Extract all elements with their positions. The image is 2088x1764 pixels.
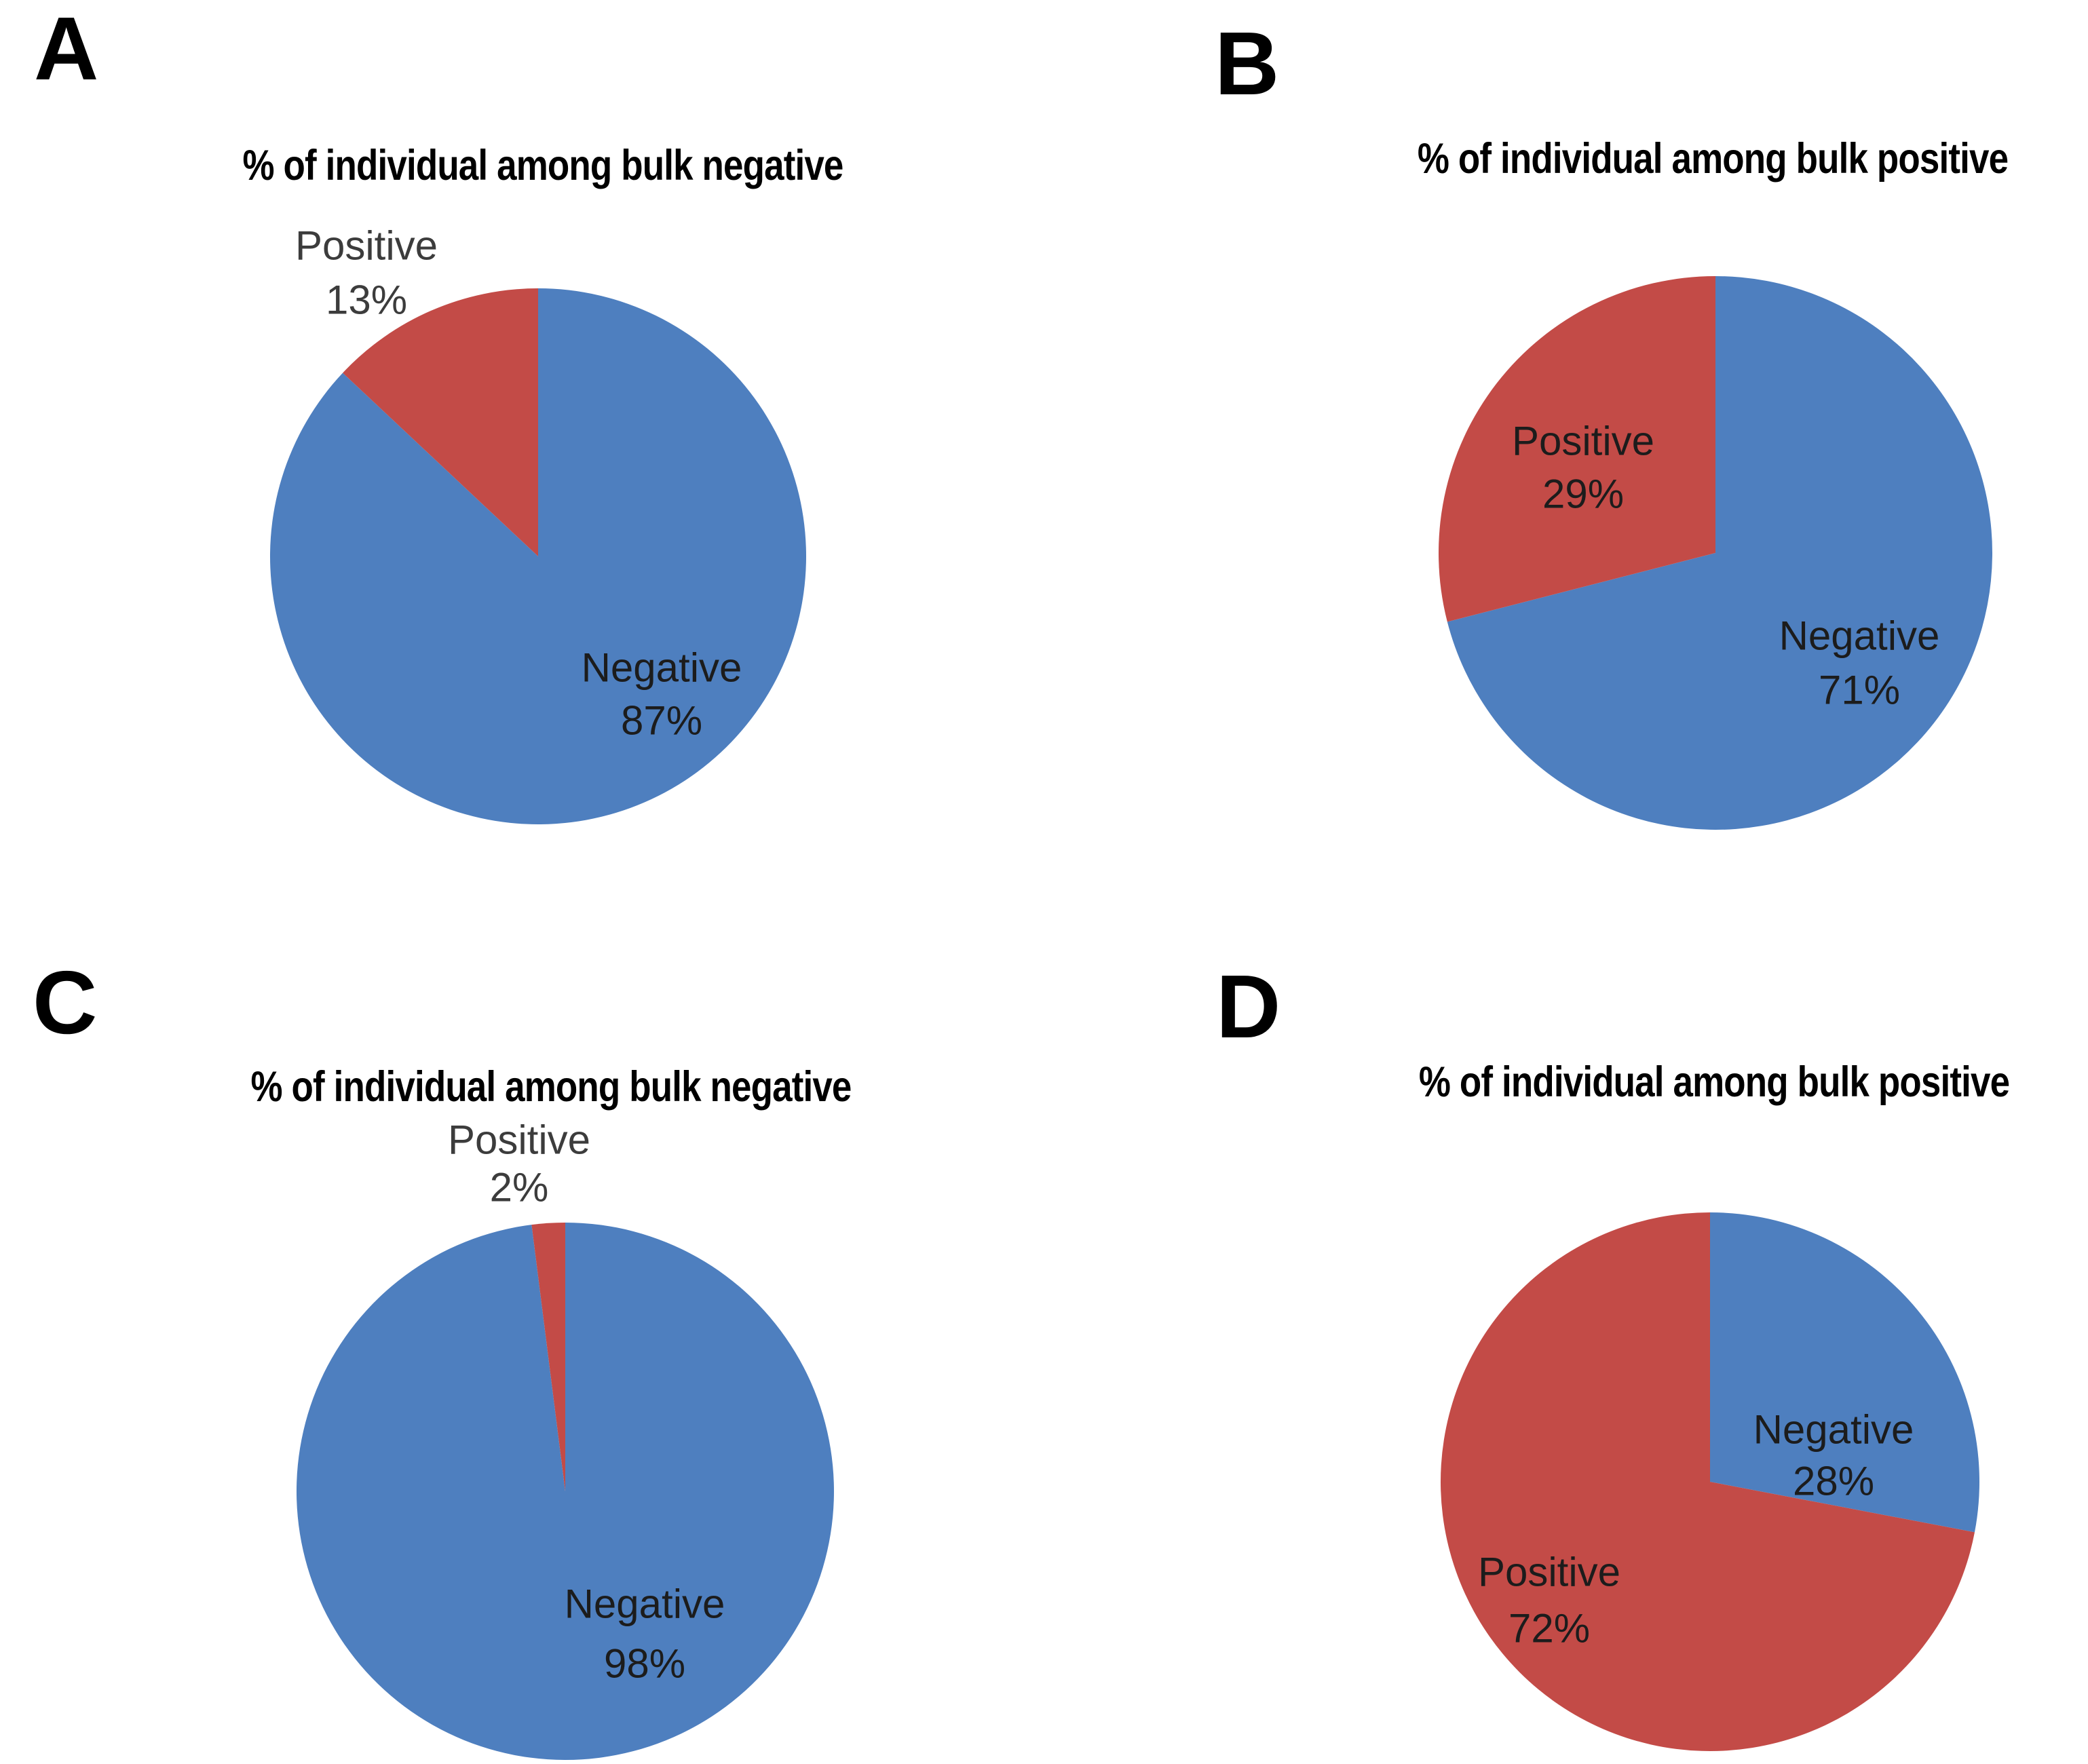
pie-slice-negative-a <box>269 288 806 824</box>
slice-label-positive-b-percent: 29% <box>1542 471 1625 517</box>
slice-label-positive-d-name: Positive <box>1477 1549 1621 1595</box>
slice-label-positive-c-name: Positive <box>447 1117 591 1163</box>
slice-label-negative-a-percent: 87% <box>620 697 703 744</box>
slice-label-negative-d-name: Negative <box>1753 1406 1914 1453</box>
slice-label-positive-a-percent: 13% <box>325 277 408 323</box>
pie-slice-positive-c <box>531 1223 565 1491</box>
pie-slice-negative-b <box>1447 276 1993 830</box>
panel-title-d: % of individual among bulk positive <box>1418 1058 2010 1106</box>
pie-chart-b <box>1439 276 1993 830</box>
slice-label-negative-b-name: Negative <box>1779 613 1940 659</box>
slice-label-negative-a-name: Negative <box>581 645 742 691</box>
slice-label-negative-d-percent: 28% <box>1792 1458 1875 1504</box>
slice-label-positive-d-percent: 72% <box>1508 1605 1591 1651</box>
slice-label-positive-b-name: Positive <box>1511 418 1655 464</box>
panel-letter-d: D <box>1216 957 1281 1056</box>
panel-title-a: % of individual among bulk negative <box>242 142 843 189</box>
pie-chart-a <box>269 288 806 824</box>
pie-chart-d <box>1441 1212 1980 1751</box>
slice-label-positive-a-name: Positive <box>295 223 438 269</box>
panel-title-c: % of individual among bulk negative <box>250 1063 852 1111</box>
pie-slice-positive-b <box>1439 276 1715 622</box>
pie-slice-negative-d <box>1710 1212 1980 1533</box>
slice-label-negative-b-percent: 71% <box>1818 667 1901 713</box>
panel-letter-b: B <box>1215 14 1280 113</box>
slice-label-positive-c-percent: 2% <box>489 1164 549 1210</box>
pie-chart-c <box>296 1223 834 1760</box>
pie-slice-negative-c <box>296 1223 834 1760</box>
pie-slice-positive-a <box>343 288 538 556</box>
panel-title-b: % of individual among bulk positive <box>1417 135 2009 183</box>
panel-letter-c: C <box>33 953 98 1052</box>
panel-letter-a: A <box>34 0 99 98</box>
slice-label-negative-c-name: Negative <box>564 1581 725 1627</box>
slice-label-negative-c-percent: 98% <box>603 1641 686 1687</box>
pie-slice-positive-d <box>1441 1212 1975 1751</box>
